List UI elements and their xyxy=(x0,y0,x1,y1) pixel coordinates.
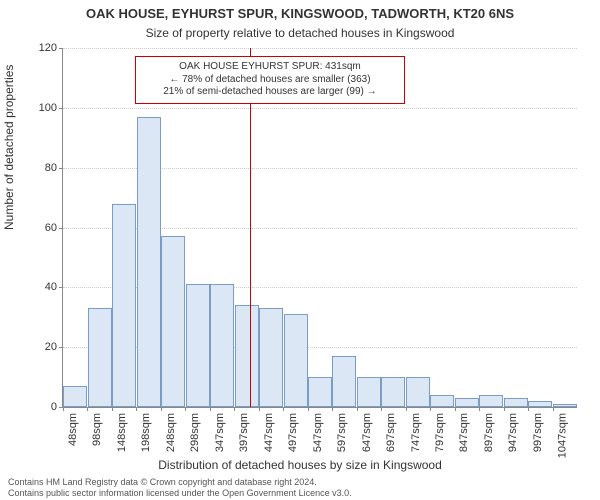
xtick-label: 447sqm xyxy=(263,413,275,452)
histogram-bar xyxy=(332,356,356,407)
xtick-mark xyxy=(185,407,186,411)
xtick-label: 397sqm xyxy=(238,413,250,452)
xtick-label: 547sqm xyxy=(312,413,324,452)
xtick-label: 98sqm xyxy=(91,413,103,446)
ytick-mark xyxy=(59,108,63,109)
xtick-label: 947sqm xyxy=(508,413,520,452)
ytick-mark xyxy=(59,287,63,288)
xtick-label: 997sqm xyxy=(532,413,544,452)
xtick-label: 248sqm xyxy=(165,413,177,452)
histogram-bar xyxy=(88,308,112,407)
xtick-label: 497sqm xyxy=(287,413,299,452)
xtick-mark xyxy=(406,407,407,411)
footer-line1: Contains HM Land Registry data © Crown c… xyxy=(8,477,352,487)
xtick-label: 797sqm xyxy=(434,413,446,452)
xtick-mark xyxy=(112,407,113,411)
histogram-bar xyxy=(406,377,430,407)
chart-title-line1: OAK HOUSE, EYHURST SPUR, KINGSWOOD, TADW… xyxy=(0,6,600,21)
histogram-bar xyxy=(186,284,210,407)
xtick-label: 697sqm xyxy=(385,413,397,452)
plot-area: 02040608010012048sqm98sqm148sqm198sqm248… xyxy=(62,48,577,408)
histogram-bar xyxy=(63,386,87,407)
histogram-bar xyxy=(137,117,161,407)
xtick-mark xyxy=(63,407,64,411)
xtick-mark xyxy=(161,407,162,411)
histogram-bar xyxy=(381,377,405,407)
xtick-mark xyxy=(308,407,309,411)
histogram-bar xyxy=(308,377,332,407)
callout-line3: 21% of semi-detached houses are larger (… xyxy=(144,86,396,99)
gridline-h xyxy=(63,48,577,49)
xtick-label: 1047sqm xyxy=(557,413,569,458)
xtick-mark xyxy=(259,407,260,411)
xtick-label: 148sqm xyxy=(116,413,128,452)
ytick-mark xyxy=(59,168,63,169)
xtick-label: 897sqm xyxy=(483,413,495,452)
histogram-bar xyxy=(284,314,308,407)
gridline-h xyxy=(63,108,577,109)
ytick-label: 40 xyxy=(45,281,57,293)
callout-line1: OAK HOUSE EYHURST SPUR: 431sqm xyxy=(144,61,396,74)
ytick-label: 20 xyxy=(45,341,57,353)
xtick-mark xyxy=(528,407,529,411)
xtick-mark xyxy=(87,407,88,411)
xtick-mark xyxy=(381,407,382,411)
xtick-label: 298sqm xyxy=(189,413,201,452)
ytick-label: 0 xyxy=(51,401,57,413)
xtick-mark xyxy=(504,407,505,411)
xtick-label: 747sqm xyxy=(410,413,422,452)
xtick-label: 597sqm xyxy=(336,413,348,452)
histogram-bar xyxy=(161,236,185,407)
xtick-label: 198sqm xyxy=(140,413,152,452)
histogram-bar xyxy=(357,377,381,407)
ytick-label: 60 xyxy=(45,222,57,234)
footer-attribution: Contains HM Land Registry data © Crown c… xyxy=(8,477,352,498)
ytick-label: 100 xyxy=(39,102,57,114)
histogram-bar xyxy=(528,401,552,407)
callout-box: OAK HOUSE EYHURST SPUR: 431sqm← 78% of d… xyxy=(135,56,405,104)
xtick-mark xyxy=(553,407,554,411)
histogram-bar xyxy=(455,398,479,407)
xtick-mark xyxy=(479,407,480,411)
histogram-bar xyxy=(504,398,528,407)
ytick-label: 80 xyxy=(45,162,57,174)
xtick-label: 347sqm xyxy=(214,413,226,452)
histogram-bar xyxy=(430,395,454,407)
chart-container: { "title_line1": "OAK HOUSE, EYHURST SPU… xyxy=(0,0,600,500)
xtick-label: 48sqm xyxy=(67,413,79,446)
histogram-bar xyxy=(259,308,283,407)
xtick-mark xyxy=(234,407,235,411)
chart-title-line2: Size of property relative to detached ho… xyxy=(0,26,600,40)
xtick-mark xyxy=(210,407,211,411)
histogram-bar xyxy=(235,305,259,407)
xtick-mark xyxy=(455,407,456,411)
xtick-label: 647sqm xyxy=(361,413,373,452)
ytick-mark xyxy=(59,228,63,229)
xtick-mark xyxy=(430,407,431,411)
histogram-bar xyxy=(210,284,234,407)
xtick-mark xyxy=(283,407,284,411)
histogram-bar xyxy=(553,404,577,407)
x-axis-label: Distribution of detached houses by size … xyxy=(0,458,600,472)
histogram-bar xyxy=(112,204,136,407)
ytick-mark xyxy=(59,347,63,348)
y-axis-label: Number of detached properties xyxy=(2,65,16,230)
histogram-bar xyxy=(479,395,503,407)
callout-line2: ← 78% of detached houses are smaller (36… xyxy=(144,74,396,87)
xtick-mark xyxy=(332,407,333,411)
xtick-label: 847sqm xyxy=(459,413,471,452)
xtick-mark xyxy=(136,407,137,411)
footer-line2: Contains public sector information licen… xyxy=(8,488,352,498)
ytick-label: 120 xyxy=(39,42,57,54)
ytick-mark xyxy=(59,48,63,49)
xtick-mark xyxy=(357,407,358,411)
